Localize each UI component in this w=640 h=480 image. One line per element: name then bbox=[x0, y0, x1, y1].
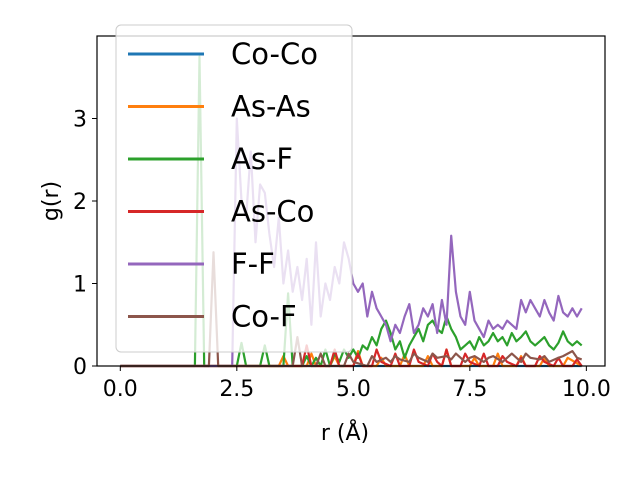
x-tick-label: 5.0 bbox=[336, 377, 371, 402]
y-tick-label: 2 bbox=[73, 190, 87, 215]
y-tick-label: 3 bbox=[73, 108, 87, 133]
y-axis-label: g(r) bbox=[39, 181, 64, 221]
x-tick-label: 0.0 bbox=[103, 377, 138, 402]
legend: Co-Co As-As As-F As-Co F-F Co-F bbox=[115, 24, 353, 353]
x-tick-label: 10.0 bbox=[562, 377, 611, 402]
legend-label: As-Co bbox=[231, 195, 314, 229]
x-tick-label: 7.5 bbox=[452, 377, 487, 402]
plot-area: 0.0 2.5 5.0 7.5 10.0 0 1 2 3 bbox=[73, 35, 611, 402]
y-axis: 0 1 2 3 bbox=[73, 108, 97, 380]
legend-label: As-F bbox=[231, 142, 293, 176]
x-axis-label: r (Å) bbox=[321, 419, 369, 446]
x-tick-label: 2.5 bbox=[219, 377, 254, 402]
legend-label: F-F bbox=[231, 247, 275, 281]
series-line-as-co bbox=[120, 344, 583, 368]
legend-label: Co-Co bbox=[231, 37, 318, 71]
y-tick-label: 1 bbox=[73, 273, 87, 298]
legend-label: Co-F bbox=[231, 300, 297, 334]
series-line-co-f bbox=[120, 251, 583, 368]
legend-label: As-As bbox=[231, 90, 311, 124]
y-tick-label: 0 bbox=[73, 355, 87, 380]
x-axis: 0.0 2.5 5.0 7.5 10.0 bbox=[103, 366, 611, 402]
